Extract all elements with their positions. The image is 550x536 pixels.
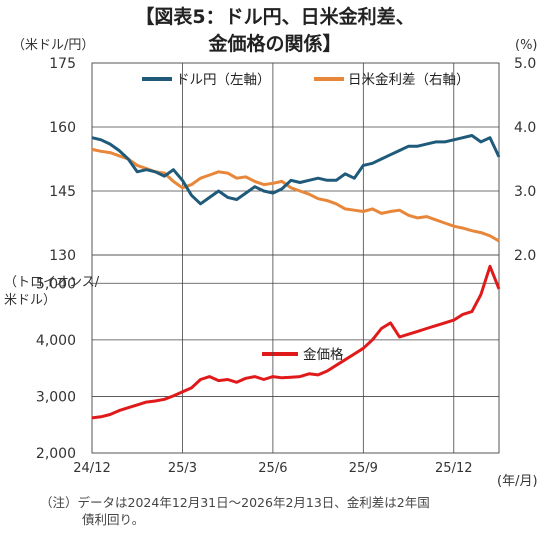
x-tick-label: 25/9 (349, 461, 378, 476)
bottom-tick-label: 5,000 (36, 276, 76, 292)
legend-gold-label: 金価格 (303, 347, 344, 363)
legend-usdjpy-label: ドル円（左軸） (176, 72, 271, 88)
top-left-tick-label: 160 (49, 120, 76, 136)
top-left-tick-label: 145 (49, 184, 76, 200)
footnote-prefix: （注） (40, 495, 78, 510)
chart-marks: 24/12 25/3 25/6 25/9 25/12 175 160 145 130 5.0 4.0… (36, 56, 536, 476)
bottom-tick-label: 4,000 (36, 333, 76, 349)
usdjpy-series-line (91, 134, 501, 206)
footnote: （注）データは2024年12月31日～2026年2月13日、金利差は2年国 債利… (40, 494, 540, 528)
x-axis-unit: (年/月) (497, 474, 538, 489)
bottom-panel-frame (91, 254, 500, 454)
footnote-line2: 債利回り。 (82, 512, 145, 527)
spread-series-line (91, 147, 500, 243)
x-tick-label: 25/12 (435, 461, 472, 476)
x-tick-label: 25/6 (258, 461, 287, 476)
top-right-tick-label: 5.0 (514, 56, 536, 72)
top-right-tick-label: 4.0 (514, 120, 536, 136)
top-right-tick-label: 3.0 (514, 184, 536, 200)
top-right-axis-unit: (%) (515, 38, 538, 53)
chart-title-line2: 金価格の関係】 (208, 33, 342, 55)
gold-series-line (91, 264, 501, 420)
top-panel-frame (91, 62, 500, 256)
x-tick-label: 25/3 (168, 461, 197, 476)
x-tick-label: 24/12 (73, 461, 110, 476)
bottom-axis-unit-line1: （トロイオンス/ (4, 275, 100, 290)
footnote-line1: データは2024年12月31日～2026年2月13日、金利差は2年国 (77, 495, 430, 510)
top-right-tick-label: 2.0 (514, 248, 536, 264)
top-left-tick-label: 175 (49, 56, 76, 72)
bottom-axis-unit-line2: 米ドル） (4, 293, 56, 308)
chart-title-line1: 【図表5：ドル円、日米金利差、 (135, 6, 415, 28)
top-left-axis-unit: （米ドル/円） (12, 38, 94, 53)
chart-canvas: （米ドル/円） (%) （トロイオンス/ 米ドル） (年/月) ドル円（左軸） … (4, 38, 538, 489)
bottom-tick-label: 3,000 (36, 389, 76, 405)
legend-spread-label: 日米金利差（右軸） (348, 72, 470, 88)
bottom-tick-label: 2,000 (36, 446, 76, 462)
top-left-tick-label: 130 (49, 248, 76, 264)
